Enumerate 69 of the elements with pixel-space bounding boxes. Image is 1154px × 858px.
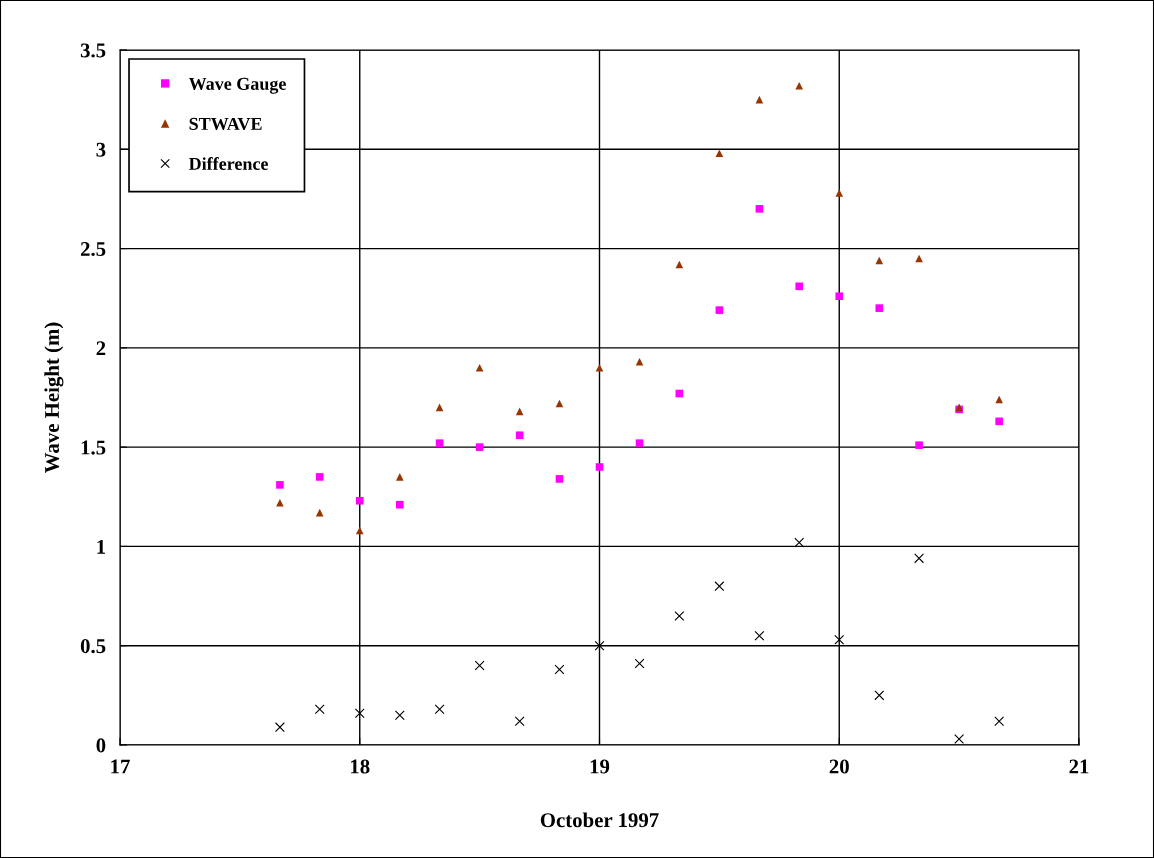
y-tick-label: 3.5	[80, 43, 106, 58]
point	[315, 473, 324, 481]
point	[994, 716, 1005, 727]
y-tick-label: 3	[96, 142, 106, 157]
point	[915, 441, 923, 449]
point	[515, 407, 524, 416]
point	[674, 610, 685, 621]
point	[555, 475, 564, 483]
point	[995, 395, 1003, 404]
x-tick-label: 20	[829, 759, 849, 774]
point	[795, 81, 804, 90]
point	[514, 716, 525, 727]
x-tick-label: 17	[111, 759, 130, 774]
legend-label: STWAVE	[189, 117, 262, 131]
point	[475, 363, 484, 372]
y-tick-label: 2	[96, 341, 106, 356]
x-tick-label: 18	[351, 759, 370, 774]
point	[914, 553, 925, 564]
point	[995, 417, 1003, 426]
point	[954, 734, 965, 744]
point	[276, 481, 284, 489]
legend-label: Wave Gauge	[188, 77, 286, 94]
point	[635, 439, 644, 447]
point	[715, 149, 724, 158]
point	[875, 256, 884, 265]
point	[754, 630, 765, 641]
point	[276, 498, 284, 507]
point	[835, 189, 844, 197]
point	[435, 439, 444, 447]
point	[475, 443, 484, 451]
point	[474, 660, 485, 671]
point	[715, 306, 724, 314]
point	[355, 526, 364, 535]
point	[315, 508, 324, 517]
y-axis-title: Wave Height (m)	[44, 322, 64, 473]
point	[594, 640, 605, 651]
legend-label: Difference	[188, 157, 269, 170]
point	[874, 690, 885, 701]
point	[875, 304, 884, 312]
point	[835, 292, 844, 301]
point	[834, 634, 845, 645]
y-tick-label: 1.5	[81, 440, 106, 455]
point	[434, 704, 445, 715]
point	[714, 581, 725, 592]
point	[634, 658, 645, 669]
x-tick-label: 21	[1069, 759, 1089, 774]
point	[675, 260, 684, 269]
point	[435, 403, 444, 412]
point	[354, 708, 365, 719]
point	[395, 473, 404, 481]
point	[314, 704, 325, 715]
point	[794, 537, 805, 548]
point	[355, 496, 364, 505]
y-tick-label: 0	[96, 738, 106, 753]
point	[595, 463, 604, 471]
point	[274, 722, 285, 733]
x-tick-label: 19	[590, 759, 610, 774]
point	[515, 431, 524, 440]
x-axis-title: October 1997	[540, 812, 659, 828]
point	[635, 357, 644, 366]
y-tick-label: 2.5	[80, 242, 106, 257]
y-tick-label: 1	[97, 539, 106, 554]
y-tick-label: 0.5	[80, 639, 106, 654]
point	[755, 205, 764, 213]
point	[554, 664, 565, 675]
point	[395, 500, 404, 509]
point	[595, 363, 604, 372]
point	[795, 282, 804, 291]
point	[394, 710, 405, 721]
